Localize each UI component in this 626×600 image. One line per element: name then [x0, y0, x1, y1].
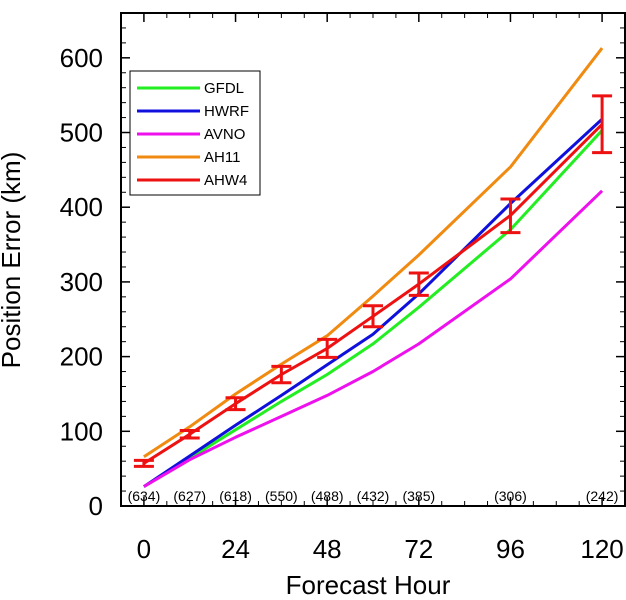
y-tick-label: 200	[60, 342, 103, 372]
x-tick-label: 72	[404, 534, 433, 564]
error-bars	[133, 94, 613, 468]
axis-ticks: 0 100 200 300 400 500 600 0 24 48 72 96 120	[60, 13, 625, 564]
y-tick-label: 100	[60, 416, 103, 446]
sample-count-label: (385)	[402, 488, 435, 504]
legend-label-hwrf: HWRF	[204, 103, 249, 120]
sample-counts: (634) (627) (618) (550) (488) (432) (385) (306)…	[128, 488, 619, 504]
series-line-gfdl	[143, 129, 604, 488]
sample-count-label: (550)	[265, 488, 298, 504]
sample-count-label: (627)	[173, 488, 206, 504]
x-tick-label: 120	[580, 534, 623, 564]
x-tick-label: 96	[496, 534, 525, 564]
x-tick-label: 0	[137, 534, 151, 564]
x-axis-title: Forecast Hour	[286, 570, 451, 600]
x-tick-label: 24	[221, 534, 250, 564]
legend-label-ahw4: AHW4	[204, 172, 247, 189]
y-tick-label: 400	[60, 192, 103, 222]
series-line-ah11	[143, 47, 604, 458]
sample-count-label: (618)	[219, 488, 252, 504]
y-tick-label: 600	[60, 43, 103, 73]
series-line-hwrf	[143, 117, 604, 488]
y-tick-label: 500	[60, 118, 103, 148]
sample-count-label: (488)	[311, 488, 344, 504]
sample-count-label: (306)	[494, 488, 527, 504]
series-lines	[143, 47, 604, 488]
x-tick-label: 48	[313, 534, 342, 564]
sample-count-label: (634)	[128, 488, 161, 504]
legend-label-gfdl: GFDL	[204, 80, 244, 97]
legend-label-avno: AVNO	[204, 126, 245, 143]
y-axis-title: Position Error (km)	[0, 152, 26, 369]
series-line-avno	[143, 189, 604, 488]
legend-label-ah11: AH11	[204, 149, 240, 166]
y-tick-label: 0	[89, 491, 103, 521]
sample-count-label: (432)	[357, 488, 390, 504]
y-tick-label: 300	[60, 267, 103, 297]
legend: GFDL HWRF AVNO AH11 AHW4	[129, 70, 261, 196]
sample-count-label: (242)	[586, 488, 619, 504]
